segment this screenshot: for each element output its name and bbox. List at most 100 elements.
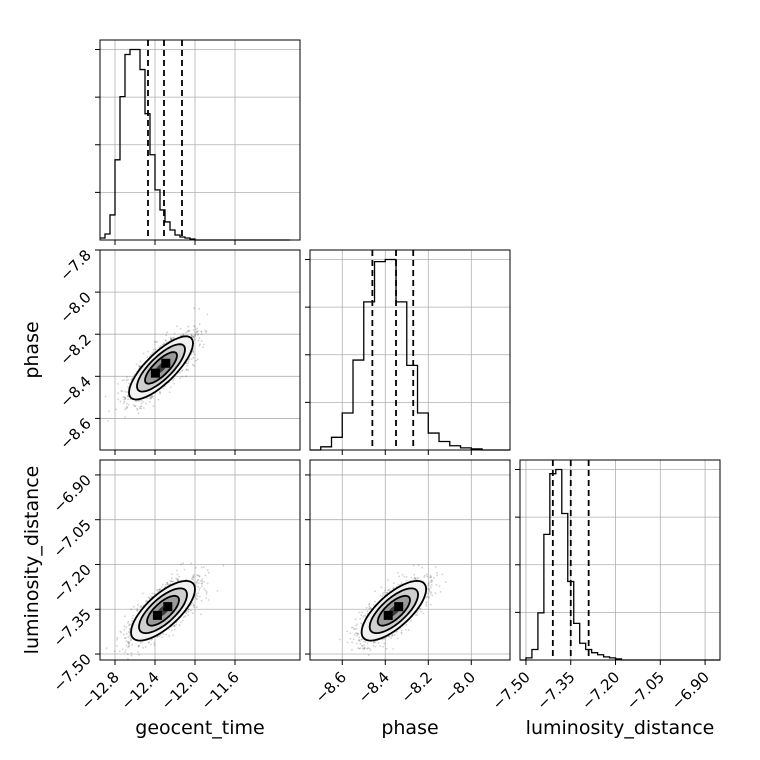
scatter-point: [385, 647, 388, 650]
scatter-point: [195, 328, 197, 331]
scatter-point: [124, 390, 127, 393]
scatter-point: [164, 385, 167, 388]
scatter-point: [122, 633, 125, 636]
scatter-point: [130, 608, 133, 611]
scatter-point: [127, 398, 129, 401]
scatter-point: [153, 340, 156, 343]
scatter-point: [137, 645, 140, 648]
scatter-point: [157, 590, 159, 592]
scatter-point: [166, 581, 169, 584]
scatter-point: [415, 614, 417, 616]
scatter-point: [197, 582, 200, 584]
scatter-point: [169, 386, 172, 389]
scatter-point: [126, 391, 129, 393]
scatter-point: [153, 642, 156, 645]
scatter-point: [158, 588, 161, 591]
scatter-point: [191, 612, 194, 615]
scatter-point: [182, 333, 185, 335]
scatter-point: [173, 625, 176, 628]
scatter-point: [194, 331, 197, 334]
scatter-point: [166, 331, 169, 334]
scatter-point: [205, 330, 208, 333]
scatter-point: [200, 599, 203, 602]
scatter-point: [191, 363, 194, 366]
panel-border: [309, 249, 511, 451]
scatter-point: [192, 335, 194, 337]
scatter-point: [138, 653, 141, 656]
scatter-point: [187, 330, 190, 333]
scatter-point: [159, 345, 162, 348]
scatter-point: [125, 644, 128, 647]
scatter-point: [396, 637, 399, 640]
scatter-point: [125, 632, 128, 635]
scatter-point: [137, 365, 140, 367]
scatter-point: [199, 587, 202, 589]
scatter-point: [140, 402, 143, 405]
scatter-point: [200, 330, 203, 333]
panel-phase-vs-geocent-time: [95, 249, 301, 455]
scatter-point: [194, 333, 197, 336]
scatter-point: [190, 609, 192, 612]
scatter-point: [185, 368, 188, 371]
scatter-point: [123, 398, 126, 401]
scatter-point: [137, 651, 140, 653]
scatter-point: [193, 606, 195, 609]
scatter-point: [116, 645, 118, 647]
scatter-point: [195, 359, 197, 362]
scatter-point: [435, 584, 438, 586]
scatter-point: [127, 378, 129, 381]
scatter-point: [154, 348, 157, 351]
scatter-point: [185, 368, 188, 371]
scatter-point: [171, 577, 173, 579]
scatter-point: [426, 575, 429, 578]
scatter-point: [151, 395, 154, 398]
scatter-point: [131, 619, 134, 622]
scatter-point: [139, 360, 142, 363]
scatter-point: [222, 564, 225, 567]
scatter-point: [364, 641, 367, 643]
scatter-point: [359, 642, 362, 645]
scatter-point: [140, 642, 142, 644]
scatter-point: [193, 337, 195, 339]
scatter-point: [160, 586, 163, 588]
scatter-point: [369, 649, 372, 652]
scatter-point: [187, 360, 190, 363]
scatter-point: [127, 646, 129, 649]
panel-border: [99, 39, 301, 241]
scatter-point: [126, 405, 128, 408]
scatter-point: [121, 379, 124, 382]
scatter-point: [158, 391, 161, 393]
scatter-point: [200, 613, 202, 616]
scatter-point: [429, 593, 432, 595]
scatter-point: [187, 325, 190, 328]
scatter-point: [115, 408, 118, 411]
scatter-point: [116, 636, 119, 639]
scatter-point: [157, 398, 160, 401]
scatter-point: [124, 397, 127, 400]
scatter-point: [410, 619, 412, 622]
scatter-point: [203, 566, 205, 569]
scatter-point: [387, 579, 389, 581]
scatter-point: [117, 383, 120, 385]
scatter-point: [171, 580, 174, 583]
scatter-point: [199, 343, 201, 346]
scatter-point: [190, 334, 193, 337]
scatter-point: [150, 396, 153, 399]
scatter-point: [124, 397, 127, 399]
scatter-point: [405, 576, 408, 578]
scatter-point: [124, 416, 126, 418]
scatter-point: [130, 652, 133, 655]
density-peak-cell: [150, 368, 160, 378]
scatter-point: [143, 407, 145, 409]
scatter-point: [201, 585, 203, 588]
scatter-point: [405, 623, 408, 626]
scatter-point: [384, 589, 386, 592]
scatter-point: [156, 636, 159, 638]
scatter-point: [125, 626, 128, 629]
scatter-point: [170, 338, 172, 341]
scatter-point: [164, 339, 167, 342]
density-peak-cell: [163, 602, 173, 612]
scatter-point: [382, 594, 384, 596]
scatter-point: [200, 566, 203, 569]
scatter-point: [146, 350, 149, 353]
